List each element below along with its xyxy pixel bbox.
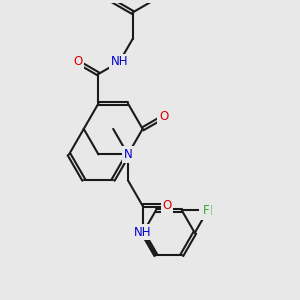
Text: O: O bbox=[73, 56, 82, 68]
Text: O: O bbox=[162, 199, 171, 212]
Text: N: N bbox=[124, 148, 132, 161]
Text: NH: NH bbox=[134, 226, 152, 239]
Text: NH: NH bbox=[111, 56, 128, 68]
Text: F: F bbox=[202, 204, 209, 217]
Text: Cl: Cl bbox=[201, 206, 213, 218]
Text: O: O bbox=[159, 110, 168, 123]
